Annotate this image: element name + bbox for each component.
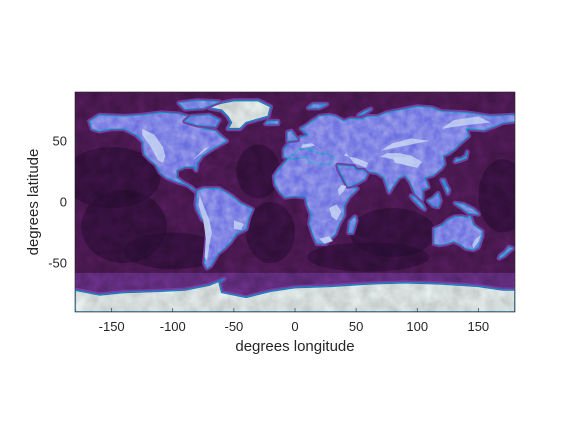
new-zealand-island-relief <box>499 247 513 259</box>
x-tick-label: -150 <box>99 319 125 334</box>
antarctica <box>75 276 515 312</box>
tibet-plateau <box>392 156 418 166</box>
x-tick-label: -50 <box>224 319 243 334</box>
baffin-island-relief <box>185 115 220 127</box>
x-tick-label: -100 <box>160 319 186 334</box>
continents-layer <box>75 98 515 312</box>
borneo-island <box>425 190 443 210</box>
y-tick-label: 50 <box>53 133 67 148</box>
madagascar-island-relief <box>348 216 357 233</box>
x-tick-label: 0 <box>291 319 298 334</box>
central-asia-range <box>380 138 430 151</box>
japan-island-relief <box>455 151 468 162</box>
philippines-island <box>439 177 452 196</box>
x-tick-label: 150 <box>467 319 489 334</box>
sumatra-island-relief <box>411 195 425 210</box>
uk-island-relief <box>287 131 298 141</box>
east-siberia-range <box>441 116 491 129</box>
japan-island <box>452 149 470 165</box>
alps-range <box>301 143 322 151</box>
east-africa-range <box>329 204 342 221</box>
y-tick-label: 0 <box>60 195 67 210</box>
baffin-island <box>182 112 222 129</box>
arabia <box>335 162 370 189</box>
australia <box>431 212 485 253</box>
australia-relief <box>434 215 482 250</box>
novaya-zemlya-island <box>356 106 374 118</box>
arabia-relief <box>337 165 368 187</box>
madagascar-island <box>346 214 359 236</box>
x-axis: -150 -100 -50 0 50 100 150 <box>99 92 489 334</box>
borneo-island-relief <box>428 193 441 207</box>
x-tick-label: 50 <box>349 319 363 334</box>
x-tick-label: 100 <box>406 319 428 334</box>
iceland-island-relief <box>265 121 278 124</box>
ellesmere-island-relief <box>178 100 220 110</box>
y-tick-label: -50 <box>48 256 67 271</box>
south-america <box>193 186 255 271</box>
new-guinea-island-relief <box>455 203 479 215</box>
south-america-relief <box>196 188 253 268</box>
sumatra-island <box>408 193 428 212</box>
svalbard-island <box>305 101 330 111</box>
brazil-highlands <box>233 220 244 231</box>
appalachia-range <box>192 147 210 161</box>
map-raster <box>75 92 515 312</box>
new-zealand-island <box>496 244 515 261</box>
ethiopia-highlands <box>337 184 347 196</box>
iceland-island <box>263 118 281 127</box>
caucasus-iran <box>343 153 369 168</box>
philippines-island-relief <box>441 180 449 194</box>
novaya-zemlya-island-relief <box>358 109 371 116</box>
svalbard-island-relief <box>308 104 327 108</box>
y-axis: 50 0 -50 <box>48 133 515 271</box>
south-africa-highlands <box>319 236 333 244</box>
new-guinea-island <box>452 200 481 217</box>
uk-island <box>285 128 300 144</box>
greenland <box>206 98 274 132</box>
australia-range <box>472 235 481 249</box>
y-axis-label: degrees latitude <box>25 149 42 256</box>
ellesmere-island <box>176 98 222 112</box>
x-axis-label: degrees longitude <box>235 338 354 355</box>
greenland-ice-relief <box>209 100 271 129</box>
rockies-range <box>142 128 166 163</box>
andes-range <box>198 195 212 261</box>
antarctica-ice-relief <box>75 279 515 312</box>
